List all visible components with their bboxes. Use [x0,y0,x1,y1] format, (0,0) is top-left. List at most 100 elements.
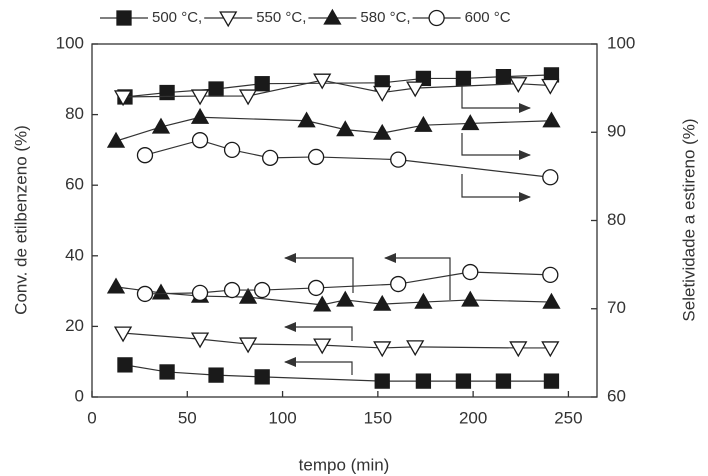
marker [313,295,332,312]
x-tick-label: 150 [364,408,392,427]
marker [313,338,332,355]
marker [406,340,425,357]
y-tick-label: 20 [65,316,84,335]
series-line [123,79,551,98]
marker [373,341,392,358]
marker [495,373,512,389]
y2-tick-label: 60 [607,386,626,405]
marker [307,279,325,297]
marker [509,77,528,94]
legend-label: 550 °C, [256,9,306,26]
marker [406,81,425,98]
marker [254,369,270,385]
marker [373,123,392,140]
marker [106,277,126,294]
marker [208,81,224,97]
x-tick-label: 100 [268,408,296,427]
marker [542,111,561,128]
marker [113,90,133,107]
marker [415,373,432,389]
y2-axis-label: Seletividade a estireno (%) [679,118,698,321]
marker [190,107,210,124]
marker [414,115,433,132]
marker [136,147,154,164]
marker [541,341,560,358]
marker [455,70,472,87]
marker [542,292,561,309]
y2-tick-label: 90 [607,122,626,141]
marker [254,281,271,299]
marker [461,290,480,307]
legend-marker [116,10,132,26]
marker [462,263,479,281]
marker [373,85,392,102]
marker [238,337,258,354]
marker [543,373,560,389]
arrow [461,174,531,202]
arrow [461,85,531,113]
y2-tick-label: 80 [607,210,626,229]
legend-label: 500 °C, [152,9,202,26]
arrow [284,253,354,293]
series-line [124,364,552,382]
arrow [284,357,353,375]
marker [191,284,209,302]
marker [151,117,171,134]
series-line [115,116,552,142]
marker [159,84,175,101]
marker [136,285,154,303]
marker [238,287,258,304]
series-line [124,74,552,98]
marker [414,292,433,309]
legend-marker [323,8,342,25]
marker [297,111,316,128]
y2-tick-label: 100 [607,33,635,52]
marker [113,326,133,343]
series-line [123,332,551,349]
legend-marker [428,9,445,27]
series-line [115,286,552,306]
marker [254,76,270,92]
marker [542,169,559,186]
marker [191,132,209,149]
marker [336,290,355,307]
marker [373,294,392,311]
legend-marker [219,11,238,28]
marker [262,149,279,166]
marker [455,373,472,389]
x-tick-label: 250 [554,408,582,427]
marker [509,341,528,358]
marker [495,69,512,85]
x-tick-label: 200 [459,408,487,427]
marker [390,275,407,293]
marker [390,151,407,168]
y-tick-label: 60 [65,175,84,194]
marker [159,364,175,380]
marker [151,283,171,300]
arrow [384,253,451,300]
x-tick-label: 50 [178,408,197,427]
marker [542,266,559,284]
legend-label: 600 °C [465,9,511,26]
marker [106,131,126,148]
legend-label: 580 °C, [360,9,410,26]
y-axis-label: Conv. de etilbenzeno (%) [11,125,30,315]
y2-tick-label: 70 [607,298,626,317]
y-tick-label: 80 [65,104,84,123]
marker [190,332,210,349]
marker [374,373,390,389]
marker [208,367,224,383]
marker [223,281,241,299]
y-tick-label: 40 [65,245,84,264]
arrows [284,85,531,375]
x-axis-label: tempo (min) [299,455,390,474]
x-tick-label: 0 [87,408,96,427]
marker [223,141,241,159]
marker [307,148,325,166]
marker [336,120,355,137]
marker [461,114,480,131]
marker [190,89,210,106]
y-tick-label: 100 [56,33,84,52]
